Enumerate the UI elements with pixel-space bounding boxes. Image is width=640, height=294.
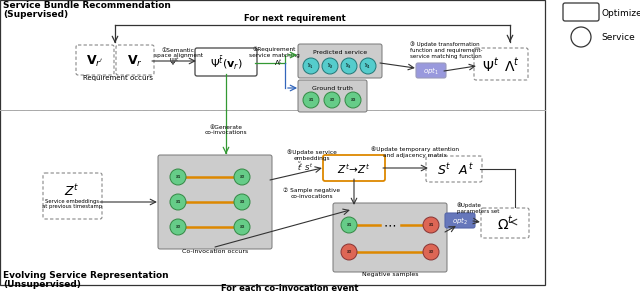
Text: $s_2$: $s_2$: [239, 173, 246, 181]
Circle shape: [170, 194, 186, 210]
Text: $s_1$: $s_1$: [346, 221, 353, 229]
Text: $\Psi^t$: $\Psi^t$: [483, 57, 500, 75]
Text: $opt_1$: $opt_1$: [423, 65, 439, 77]
FancyBboxPatch shape: [195, 48, 257, 76]
Circle shape: [170, 219, 186, 235]
FancyBboxPatch shape: [445, 213, 475, 228]
Text: $s_1$: $s_1$: [175, 173, 182, 181]
FancyBboxPatch shape: [474, 48, 528, 80]
Circle shape: [234, 219, 250, 235]
Text: $s_2$: $s_2$: [328, 96, 335, 104]
Text: Predicted service: Predicted service: [313, 49, 367, 54]
Text: $\Omega^t$: $\Omega^t$: [497, 215, 513, 233]
FancyBboxPatch shape: [76, 45, 114, 75]
Circle shape: [360, 58, 376, 74]
Text: $s_3$: $s_3$: [239, 198, 246, 206]
Text: $S^t$: $S^t$: [436, 162, 451, 178]
Text: Co-invocation occurs: Co-invocation occurs: [182, 249, 248, 254]
Circle shape: [341, 58, 357, 74]
Text: $\mathbf{V}_{r^{\prime}}$: $\mathbf{V}_{r^{\prime}}$: [86, 54, 104, 69]
Text: $s_2$: $s_2$: [175, 223, 182, 231]
FancyBboxPatch shape: [563, 3, 599, 21]
Text: $s_2$: $s_2$: [346, 248, 353, 256]
Text: Service Bundle Recommendation: Service Bundle Recommendation: [3, 1, 171, 10]
Text: $\Lambda^t$: $\Lambda^t$: [504, 57, 520, 75]
Text: ③ Update transformation
function and requirement-
service matching function: ③ Update transformation function and req…: [410, 41, 483, 59]
Text: $\mathbf{V}_{r}$: $\mathbf{V}_{r}$: [127, 54, 143, 69]
Circle shape: [170, 169, 186, 185]
Text: Evolving Service Representation: Evolving Service Representation: [3, 271, 168, 280]
Text: $s_2$: $s_2$: [428, 248, 435, 256]
Text: Requirement occurs: Requirement occurs: [83, 75, 153, 81]
Circle shape: [341, 244, 357, 260]
Text: $s_1$: $s_1$: [428, 221, 435, 229]
FancyBboxPatch shape: [158, 155, 272, 249]
FancyBboxPatch shape: [43, 173, 102, 219]
FancyBboxPatch shape: [333, 203, 447, 272]
Text: $\cdots$: $\cdots$: [383, 218, 397, 231]
Text: ⑧Update
parameters set: ⑧Update parameters set: [457, 202, 499, 214]
Text: $\tilde{t}^t\ S^t$: $\tilde{t}^t\ S^t$: [297, 161, 313, 173]
Text: $s_3$: $s_3$: [239, 223, 246, 231]
Circle shape: [303, 92, 319, 108]
Text: $\Lambda^t$: $\Lambda^t$: [273, 56, 282, 68]
Text: ②Requirement
service matching: ②Requirement service matching: [248, 46, 300, 58]
FancyBboxPatch shape: [298, 44, 382, 78]
Text: Optimizer: Optimizer: [601, 9, 640, 18]
Text: $\hat{s}_4$: $\hat{s}_4$: [364, 61, 372, 71]
Text: Service embeddings
at previous timestamp: Service embeddings at previous timestamp: [42, 199, 102, 209]
Circle shape: [341, 217, 357, 233]
FancyBboxPatch shape: [116, 45, 154, 75]
Text: For next requirement: For next requirement: [244, 14, 346, 23]
Text: $A^t$: $A^t$: [458, 162, 474, 178]
Text: $Z^t\!\rightarrow\! Z^t$: $Z^t\!\rightarrow\! Z^t$: [337, 162, 371, 176]
Text: $s_1$: $s_1$: [175, 198, 182, 206]
Text: ①Semantic
space alignment: ①Semantic space alignment: [154, 48, 202, 59]
Text: ⑥Update temporary attention
and adjacency matrix: ⑥Update temporary attention and adjacenc…: [371, 146, 459, 158]
Text: $\hat{s}_1$: $\hat{s}_1$: [307, 61, 314, 71]
Text: ⑤Update service
embeddings: ⑤Update service embeddings: [287, 149, 337, 161]
Text: (Supervised): (Supervised): [3, 10, 68, 19]
Circle shape: [234, 169, 250, 185]
Circle shape: [234, 194, 250, 210]
FancyBboxPatch shape: [426, 156, 482, 182]
Circle shape: [322, 58, 338, 74]
Circle shape: [423, 244, 439, 260]
Circle shape: [423, 217, 439, 233]
Text: $s_3$: $s_3$: [349, 96, 356, 104]
FancyBboxPatch shape: [481, 208, 529, 238]
Text: $\Psi^{\bar{t}}(\mathbf{v}_{r})$: $\Psi^{\bar{t}}(\mathbf{v}_{r})$: [209, 54, 243, 72]
Text: $\Psi^t$: $\Psi^t$: [169, 56, 179, 68]
Text: $\hat{s}_3$: $\hat{s}_3$: [346, 61, 353, 71]
Text: Negative samples: Negative samples: [362, 272, 419, 277]
Circle shape: [324, 92, 340, 108]
Circle shape: [571, 27, 591, 47]
FancyBboxPatch shape: [323, 155, 385, 181]
FancyBboxPatch shape: [298, 80, 367, 112]
Text: $opt_2$: $opt_2$: [452, 216, 468, 227]
Text: ④Generate
co-invocations: ④Generate co-invocations: [205, 125, 247, 136]
Text: Service: Service: [601, 33, 635, 41]
Circle shape: [303, 58, 319, 74]
Text: $Z^t$: $Z^t$: [64, 183, 80, 199]
Text: ⑦ Sample negative
co-invocations: ⑦ Sample negative co-invocations: [284, 187, 340, 199]
Text: $s_1$: $s_1$: [307, 96, 314, 104]
Text: $\hat{s}_2$: $\hat{s}_2$: [326, 61, 333, 71]
Text: For each co-invocation event: For each co-invocation event: [221, 284, 359, 293]
FancyBboxPatch shape: [416, 63, 446, 78]
Text: Ground truth: Ground truth: [312, 86, 353, 91]
Text: (Unsupervised): (Unsupervised): [3, 280, 81, 289]
Circle shape: [345, 92, 361, 108]
